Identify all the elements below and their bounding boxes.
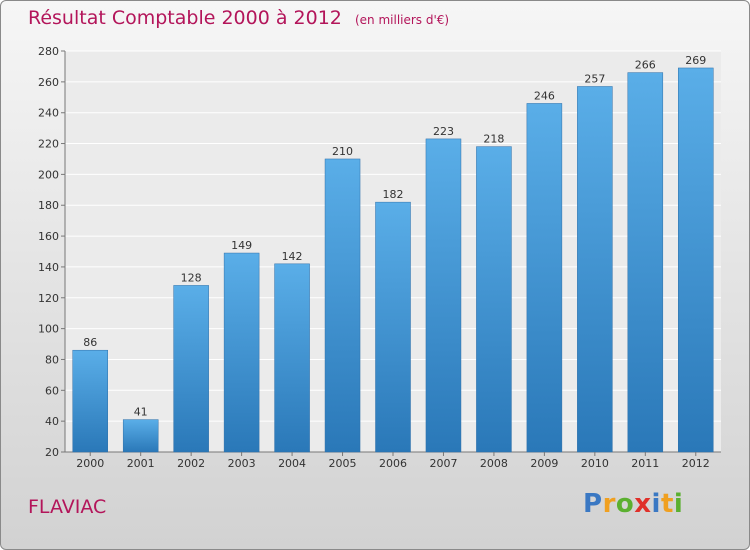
x-tick-label: 2004: [278, 457, 306, 470]
logo-letter: r: [602, 489, 616, 519]
commune-name: FLAVIAC: [28, 496, 107, 518]
y-tick-label: 240: [38, 107, 59, 120]
logo-letter: P: [583, 489, 603, 519]
y-tick-label: 220: [38, 138, 59, 151]
x-tick-label: 2012: [682, 457, 710, 470]
bar-value-label: 86: [83, 336, 97, 349]
bar: [173, 285, 209, 453]
logo-letter: x: [634, 489, 652, 519]
x-tick-label: 2007: [429, 457, 457, 470]
bar-value-label: 246: [534, 89, 555, 102]
chart-title: Résultat Comptable 2000 à 2012: [28, 7, 342, 29]
logo-letter: t: [660, 489, 674, 519]
bar-value-label: 269: [685, 54, 706, 67]
y-tick-label: 260: [38, 76, 59, 89]
bar: [274, 263, 310, 453]
y-tick-label: 20: [45, 446, 59, 459]
x-tick-label: 2003: [228, 457, 256, 470]
bar: [577, 86, 613, 453]
x-tick-label: 2011: [631, 457, 659, 470]
bar-value-label: 182: [383, 188, 404, 201]
x-tick-label: 2010: [581, 457, 609, 470]
x-tick-label: 2008: [480, 457, 508, 470]
chart-title-block: Résultat Comptable 2000 à 2012 (en milli…: [28, 7, 449, 29]
bar-value-label: 210: [332, 145, 353, 158]
bar: [324, 158, 361, 453]
y-tick-label: 180: [38, 199, 59, 212]
bar-value-label: 142: [282, 250, 303, 263]
bar: [122, 419, 159, 453]
y-tick-label: 200: [38, 168, 59, 181]
bar: [72, 349, 108, 453]
y-tick-label: 100: [38, 323, 59, 336]
y-tick-label: 160: [38, 230, 59, 243]
bar-value-label: 257: [584, 72, 605, 85]
x-tick-label: 2001: [127, 457, 155, 470]
x-tick-label: 2009: [530, 457, 558, 470]
bar-value-label: 266: [635, 59, 656, 72]
bar: [375, 201, 411, 453]
logo-letter: i: [673, 489, 684, 519]
bar: [627, 72, 664, 453]
x-tick-label: 2000: [76, 457, 104, 470]
bar: [425, 138, 462, 453]
x-tick-label: 2002: [177, 457, 205, 470]
bar-value-label: 223: [433, 125, 454, 138]
bar: [526, 103, 563, 453]
chart-unit-note: (en milliers d'€): [354, 13, 450, 27]
y-tick-label: 280: [38, 45, 59, 58]
y-tick-label: 80: [45, 353, 59, 366]
bar-value-label: 41: [134, 406, 148, 419]
bar: [476, 146, 512, 453]
bar-value-label: 128: [181, 271, 202, 284]
y-tick-label: 40: [45, 415, 59, 428]
bar: [678, 67, 714, 453]
bar-value-label: 218: [483, 133, 504, 146]
y-tick-label: 60: [45, 384, 59, 397]
bar: [223, 252, 260, 453]
bar-value-label: 149: [231, 239, 252, 252]
y-tick-label: 140: [38, 261, 59, 274]
y-tick-label: 120: [38, 292, 59, 305]
x-tick-label: 2005: [329, 457, 357, 470]
logo-letter: o: [615, 489, 635, 519]
logo-letter: i: [651, 489, 661, 519]
proxiti-logo: Proxiti: [583, 489, 683, 519]
x-tick-label: 2006: [379, 457, 407, 470]
